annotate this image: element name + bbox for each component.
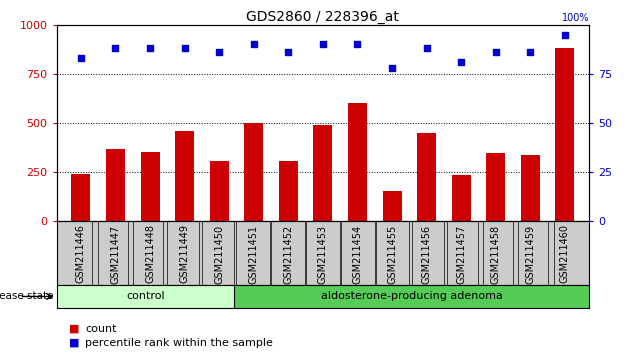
Text: GSM211450: GSM211450 (214, 224, 224, 284)
Bar (452, 175, 471, 221)
Point (421, 46, 432, 51)
Point (318, 41, 328, 47)
Text: GSM211458: GSM211458 (491, 224, 501, 284)
Text: GSM211449: GSM211449 (180, 224, 190, 284)
Text: GSM211460: GSM211460 (560, 224, 570, 284)
Text: GSM211453: GSM211453 (318, 224, 328, 284)
Bar (417, 133, 436, 221)
Point (387, 65, 397, 71)
Bar (57, 285, 234, 308)
Text: GSM211451: GSM211451 (249, 224, 259, 284)
Text: percentile rank within the sample: percentile rank within the sample (85, 338, 273, 348)
Text: control: control (126, 291, 164, 302)
Point (214, 50, 224, 55)
Text: GSM211454: GSM211454 (352, 224, 362, 284)
Text: count: count (85, 324, 117, 333)
Bar (106, 149, 125, 221)
Point (145, 46, 155, 51)
Text: GSM211459: GSM211459 (525, 224, 536, 284)
Text: 100%: 100% (561, 13, 589, 23)
Text: GSM211455: GSM211455 (387, 224, 397, 284)
Point (76, 55, 86, 61)
Bar (486, 154, 505, 221)
Bar (175, 131, 194, 221)
Point (249, 41, 259, 47)
Text: disease state: disease state (0, 291, 54, 301)
Point (560, 32, 570, 38)
Bar (71, 174, 90, 221)
Text: GSM211447: GSM211447 (110, 224, 120, 284)
Point (180, 46, 190, 51)
Text: GSM211448: GSM211448 (145, 224, 155, 284)
Point (525, 50, 536, 55)
Bar (279, 161, 298, 221)
Point (352, 41, 362, 47)
Point (110, 46, 120, 51)
Text: ■: ■ (69, 338, 80, 348)
Title: GDS2860 / 228396_at: GDS2860 / 228396_at (246, 10, 399, 24)
Bar (313, 125, 333, 221)
Text: GSM211457: GSM211457 (456, 224, 466, 284)
Text: aldosterone-producing adenoma: aldosterone-producing adenoma (321, 291, 503, 302)
Text: GSM211456: GSM211456 (421, 224, 432, 284)
Bar (382, 191, 401, 221)
Point (284, 50, 294, 55)
Point (456, 59, 466, 65)
Bar (348, 103, 367, 221)
Bar (521, 155, 540, 221)
Bar (556, 48, 575, 221)
Bar (140, 152, 159, 221)
Text: GSM211446: GSM211446 (76, 224, 86, 284)
Text: ■: ■ (69, 324, 80, 333)
Bar (210, 161, 229, 221)
Bar (244, 123, 263, 221)
Bar (234, 285, 589, 308)
Point (491, 50, 501, 55)
Text: GSM211452: GSM211452 (284, 224, 294, 284)
